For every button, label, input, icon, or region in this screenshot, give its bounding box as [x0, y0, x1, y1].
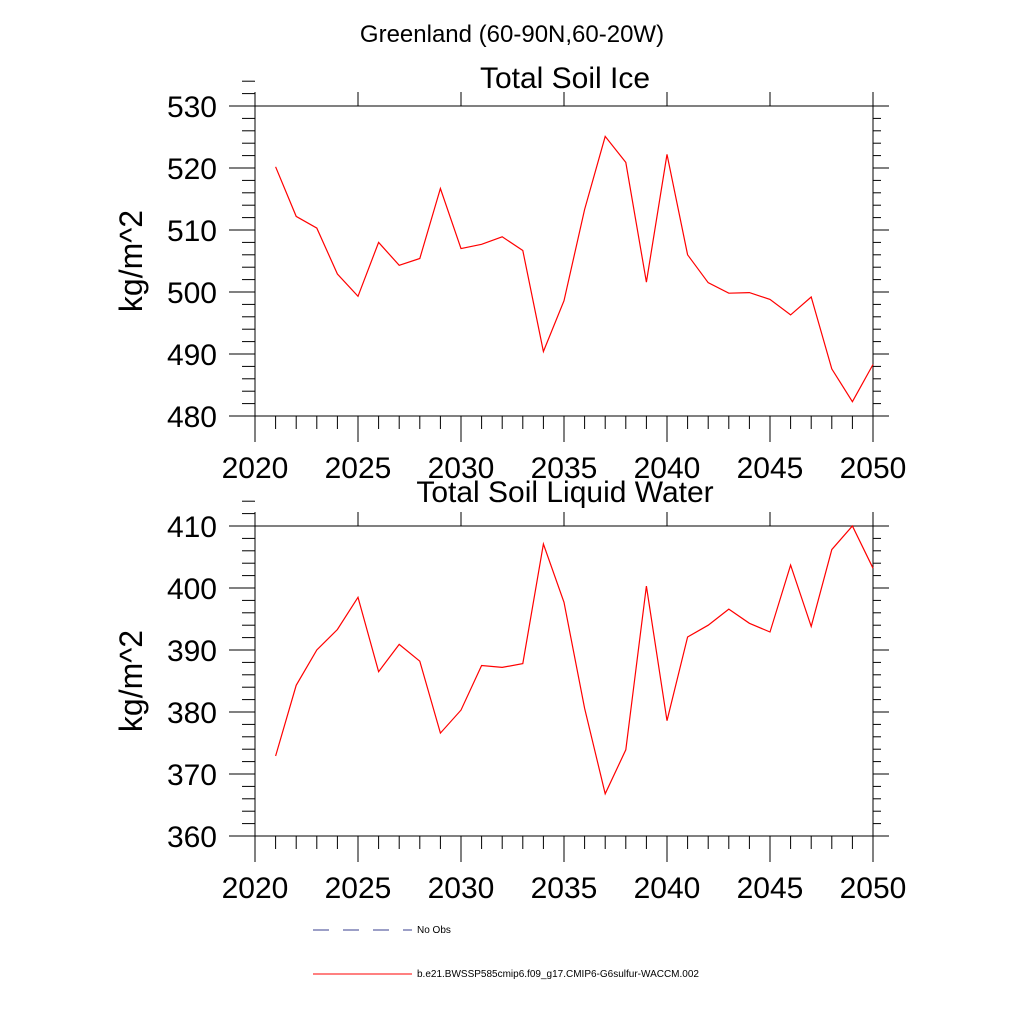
y-tick-label: 520 — [167, 153, 217, 186]
y-tick-label: 370 — [167, 759, 217, 792]
legend-label-model-run: b.e21.BWSSP585cmip6.f09_g17.CMIP6-G6sulf… — [417, 969, 699, 980]
x-tick-label: 2020 — [222, 452, 289, 485]
x-tick-label: 2025 — [325, 452, 392, 485]
y-tick-label: 480 — [167, 401, 217, 434]
legend: No Obs b.e21.BWSSP585cmip6.f09_g17.CMIP6… — [313, 925, 699, 980]
x-tick-label: 2050 — [840, 872, 907, 905]
y-axis-label: kg/m^2 — [113, 630, 149, 732]
x-tick-label: 2025 — [325, 872, 392, 905]
y-tick-label: 510 — [167, 215, 217, 248]
y-tick-label: 400 — [167, 573, 217, 606]
plot-frame — [254, 525, 874, 837]
y-tick-label: 530 — [167, 91, 217, 124]
y-tick-label: 490 — [167, 339, 217, 372]
x-tick-label: 2050 — [840, 452, 907, 485]
x-tick-label: 2040 — [634, 452, 701, 485]
x-tick-label: 2030 — [428, 872, 495, 905]
x-tick-label: 2040 — [634, 872, 701, 905]
plot-frame — [254, 105, 874, 417]
panel-title: Total Soil Liquid Water — [416, 476, 713, 509]
x-tick-label: 2020 — [222, 872, 289, 905]
panel-total-soil-liquid-water: Total Soil Liquid Water kg/m^2 360 370 380… — [113, 476, 906, 905]
panel-total-soil-ice: Total Soil Ice kg/m^2 480 490 500 510 520 530… — [113, 62, 906, 485]
figure-title: Greenland (60-90N,60-20W) — [360, 21, 664, 48]
series-line — [275, 524, 874, 796]
x-tick-label: 2045 — [737, 452, 804, 485]
y-tick-label: 410 — [167, 511, 217, 544]
x-tick-label: 2035 — [531, 452, 598, 485]
legend-label-no-obs: No Obs — [417, 925, 451, 936]
y-axis-label: kg/m^2 — [113, 210, 149, 312]
panel-title: Total Soil Ice — [480, 62, 650, 95]
x-tick-label: 2045 — [737, 872, 804, 905]
y-tick-label: 500 — [167, 277, 217, 310]
y-tick-label: 390 — [167, 635, 217, 668]
x-tick-label: 2035 — [531, 872, 598, 905]
series-line — [275, 135, 874, 403]
y-tick-label: 360 — [167, 821, 217, 854]
x-tick-label: 2030 — [428, 452, 495, 485]
y-tick-label: 380 — [167, 697, 217, 730]
